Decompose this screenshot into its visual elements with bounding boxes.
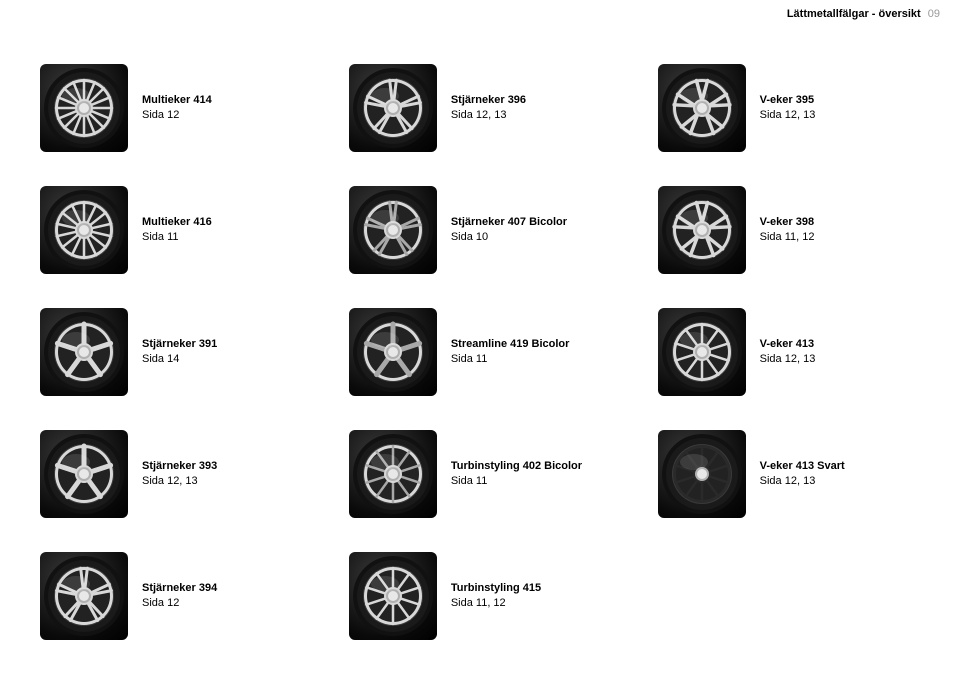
wheel-cell: Multieker 414Sida 12	[40, 52, 319, 164]
wheel-image	[40, 308, 128, 396]
wheel-name: V-eker 413 Svart	[760, 459, 845, 474]
wheel-label: Stjärneker 396Sida 12, 13	[451, 93, 526, 124]
wheel-name: Turbinstyling 415	[451, 581, 541, 596]
wheel-cell: Stjärneker 393Sida 12, 13	[40, 418, 319, 530]
wheel-label: Multieker 414Sida 12	[142, 93, 212, 124]
header-page-number: 09	[928, 8, 940, 20]
wheel-page-ref: Sida 11	[142, 230, 212, 245]
wheel-name: V-eker 395	[760, 93, 816, 108]
wheel-page-ref: Sida 11	[451, 352, 570, 367]
wheel-cell: V-eker 395Sida 12, 13	[658, 52, 890, 164]
wheel-label: Streamline 419 BicolorSida 11	[451, 337, 570, 368]
wheel-label: Multieker 416Sida 11	[142, 215, 212, 246]
wheel-cell: Turbinstyling 402 BicolorSida 11	[349, 418, 628, 530]
page-header: Lättmetallfälgar - översikt 09	[787, 8, 940, 20]
wheel-name: V-eker 413	[760, 337, 816, 352]
wheel-row: Stjärneker 394Sida 12Turbinstyling 415Si…	[40, 540, 920, 652]
wheel-image	[658, 64, 746, 152]
wheel-page-ref: Sida 14	[142, 352, 217, 367]
wheel-cell: V-eker 398Sida 11, 12	[658, 174, 890, 286]
wheel-cell: V-eker 413Sida 12, 13	[658, 296, 890, 408]
wheel-page-ref: Sida 11, 12	[760, 230, 815, 245]
wheel-name: Stjärneker 394	[142, 581, 217, 596]
wheel-image	[349, 430, 437, 518]
wheel-row: Stjärneker 393Sida 12, 13Turbinstyling 4…	[40, 418, 920, 530]
wheel-cell: Turbinstyling 415Sida 11, 12	[349, 540, 628, 652]
wheel-page-ref: Sida 12, 13	[760, 108, 816, 123]
wheel-name: Stjärneker 393	[142, 459, 217, 474]
wheel-image	[349, 64, 437, 152]
wheel-name: Stjärneker 391	[142, 337, 217, 352]
wheel-cell: V-eker 413 SvartSida 12, 13	[658, 418, 890, 530]
wheel-name: Stjärneker 396	[451, 93, 526, 108]
wheel-label: Turbinstyling 415Sida 11, 12	[451, 581, 541, 612]
wheel-label: Stjärneker 393Sida 12, 13	[142, 459, 217, 490]
header-title: Lättmetallfälgar - översikt	[787, 8, 921, 20]
wheel-cell: Stjärneker 396Sida 12, 13	[349, 52, 628, 164]
wheel-page-ref: Sida 12, 13	[760, 352, 816, 367]
wheel-cell: Streamline 419 BicolorSida 11	[349, 296, 628, 408]
wheel-name: Turbinstyling 402 Bicolor	[451, 459, 582, 474]
wheel-name: Streamline 419 Bicolor	[451, 337, 570, 352]
wheel-cell: Stjärneker 391Sida 14	[40, 296, 319, 408]
wheel-label: Stjärneker 394Sida 12	[142, 581, 217, 612]
wheel-image	[658, 308, 746, 396]
wheel-name: V-eker 398	[760, 215, 815, 230]
wheel-page-ref: Sida 11, 12	[451, 596, 541, 611]
wheel-image	[349, 186, 437, 274]
wheel-label: Turbinstyling 402 BicolorSida 11	[451, 459, 582, 490]
wheel-image	[40, 552, 128, 640]
wheel-label: Stjärneker 391Sida 14	[142, 337, 217, 368]
wheel-page-ref: Sida 12, 13	[760, 474, 845, 489]
wheel-image	[658, 430, 746, 518]
wheel-label: V-eker 395Sida 12, 13	[760, 93, 816, 124]
wheel-label: V-eker 413 SvartSida 12, 13	[760, 459, 845, 490]
wheel-label: V-eker 413Sida 12, 13	[760, 337, 816, 368]
wheel-cell: Multieker 416Sida 11	[40, 174, 319, 286]
wheel-page-ref: Sida 12	[142, 596, 217, 611]
wheel-cell: Stjärneker 394Sida 12	[40, 540, 319, 652]
wheel-image	[658, 186, 746, 274]
wheel-page-ref: Sida 11	[451, 474, 582, 489]
wheel-row: Multieker 416Sida 11 Stjärneker 407 Bicol…	[40, 174, 920, 286]
wheel-image	[40, 64, 128, 152]
wheel-page-ref: Sida 10	[451, 230, 567, 245]
wheel-page-ref: Sida 12	[142, 108, 212, 123]
wheel-cell	[658, 540, 890, 652]
wheel-label: V-eker 398Sida 11, 12	[760, 215, 815, 246]
wheel-image	[349, 552, 437, 640]
wheel-name: Multieker 416	[142, 215, 212, 230]
wheel-page-ref: Sida 12, 13	[142, 474, 217, 489]
wheel-name: Multieker 414	[142, 93, 212, 108]
wheel-grid: Multieker 414Sida 12Stjärneker 396Sida 1…	[40, 52, 920, 662]
wheel-row: Stjärneker 391Sida 14 Streamline 419 Bico…	[40, 296, 920, 408]
wheel-cell: Stjärneker 407 BicolorSida 10	[349, 174, 628, 286]
wheel-image	[349, 308, 437, 396]
wheel-row: Multieker 414Sida 12Stjärneker 396Sida 1…	[40, 52, 920, 164]
wheel-page-ref: Sida 12, 13	[451, 108, 526, 123]
wheel-name: Stjärneker 407 Bicolor	[451, 215, 567, 230]
wheel-image	[40, 186, 128, 274]
wheel-image	[40, 430, 128, 518]
wheel-label: Stjärneker 407 BicolorSida 10	[451, 215, 567, 246]
